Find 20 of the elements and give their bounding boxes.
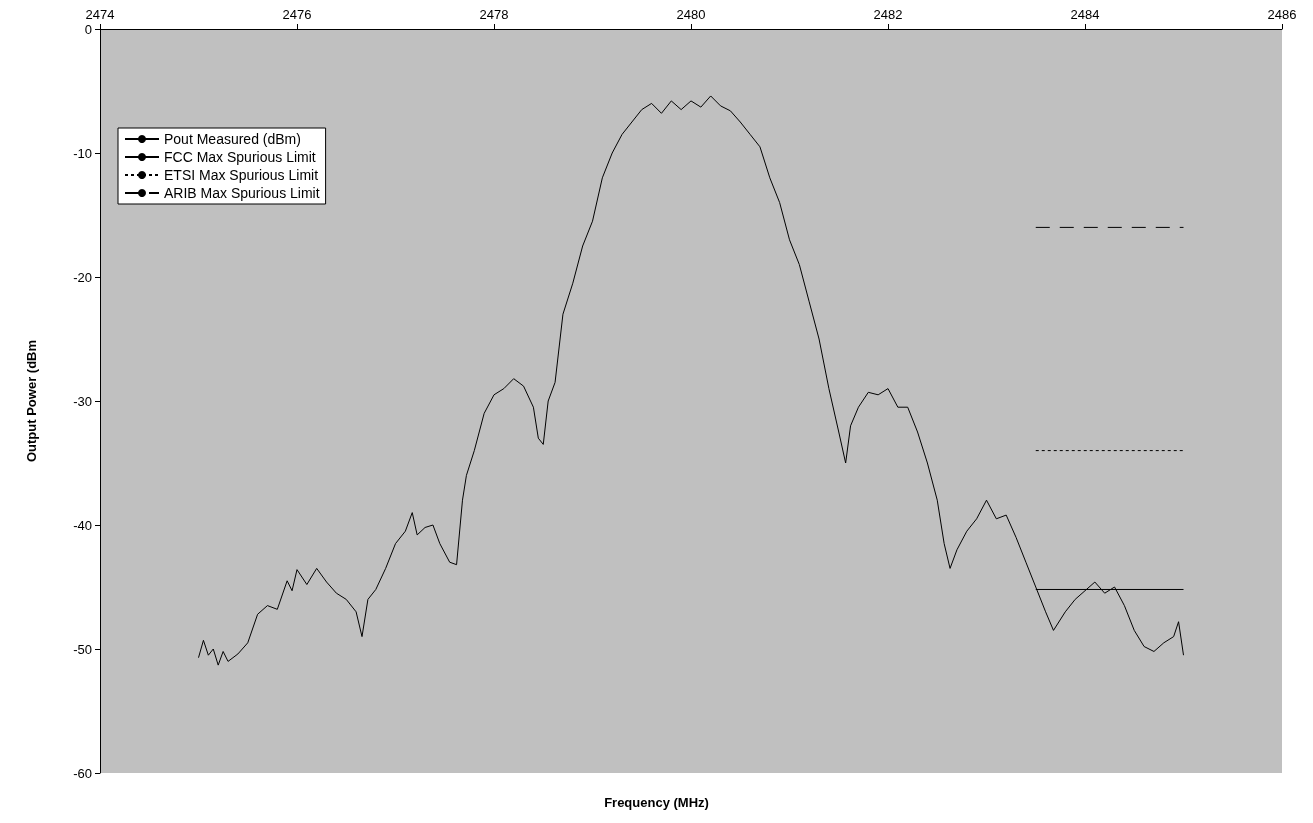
y-tick-label: -30 xyxy=(73,393,92,409)
y-tick-label: -10 xyxy=(73,145,92,161)
legend-label: Pout Measured (dBm) xyxy=(164,131,301,147)
x-tick-label: 2482 xyxy=(873,7,903,22)
x-tick-label: 2476 xyxy=(282,7,312,22)
x-tick-label: 2480 xyxy=(676,7,706,22)
legend-label: FCC Max Spurious Limit xyxy=(164,149,316,165)
y-axis-title: Output Power (dBm xyxy=(24,339,39,463)
x-tick-label: 2474 xyxy=(85,7,115,22)
y-tick-label: -40 xyxy=(73,517,92,533)
y-tick-label: -50 xyxy=(73,641,92,657)
legend-label: ARIB Max Spurious Limit xyxy=(164,185,320,201)
y-tick-label: -60 xyxy=(73,765,92,781)
y-tick-label: 0 xyxy=(84,21,92,37)
y-tick-label: -20 xyxy=(73,269,92,285)
x-tick-label: 2484 xyxy=(1070,7,1100,22)
x-axis-title: Frequency (MHz) xyxy=(604,795,709,810)
x-tick-label: 2486 xyxy=(1267,7,1297,22)
legend-label: ETSI Max Spurious Limit xyxy=(164,167,319,183)
x-tick-label: 2478 xyxy=(479,7,509,22)
